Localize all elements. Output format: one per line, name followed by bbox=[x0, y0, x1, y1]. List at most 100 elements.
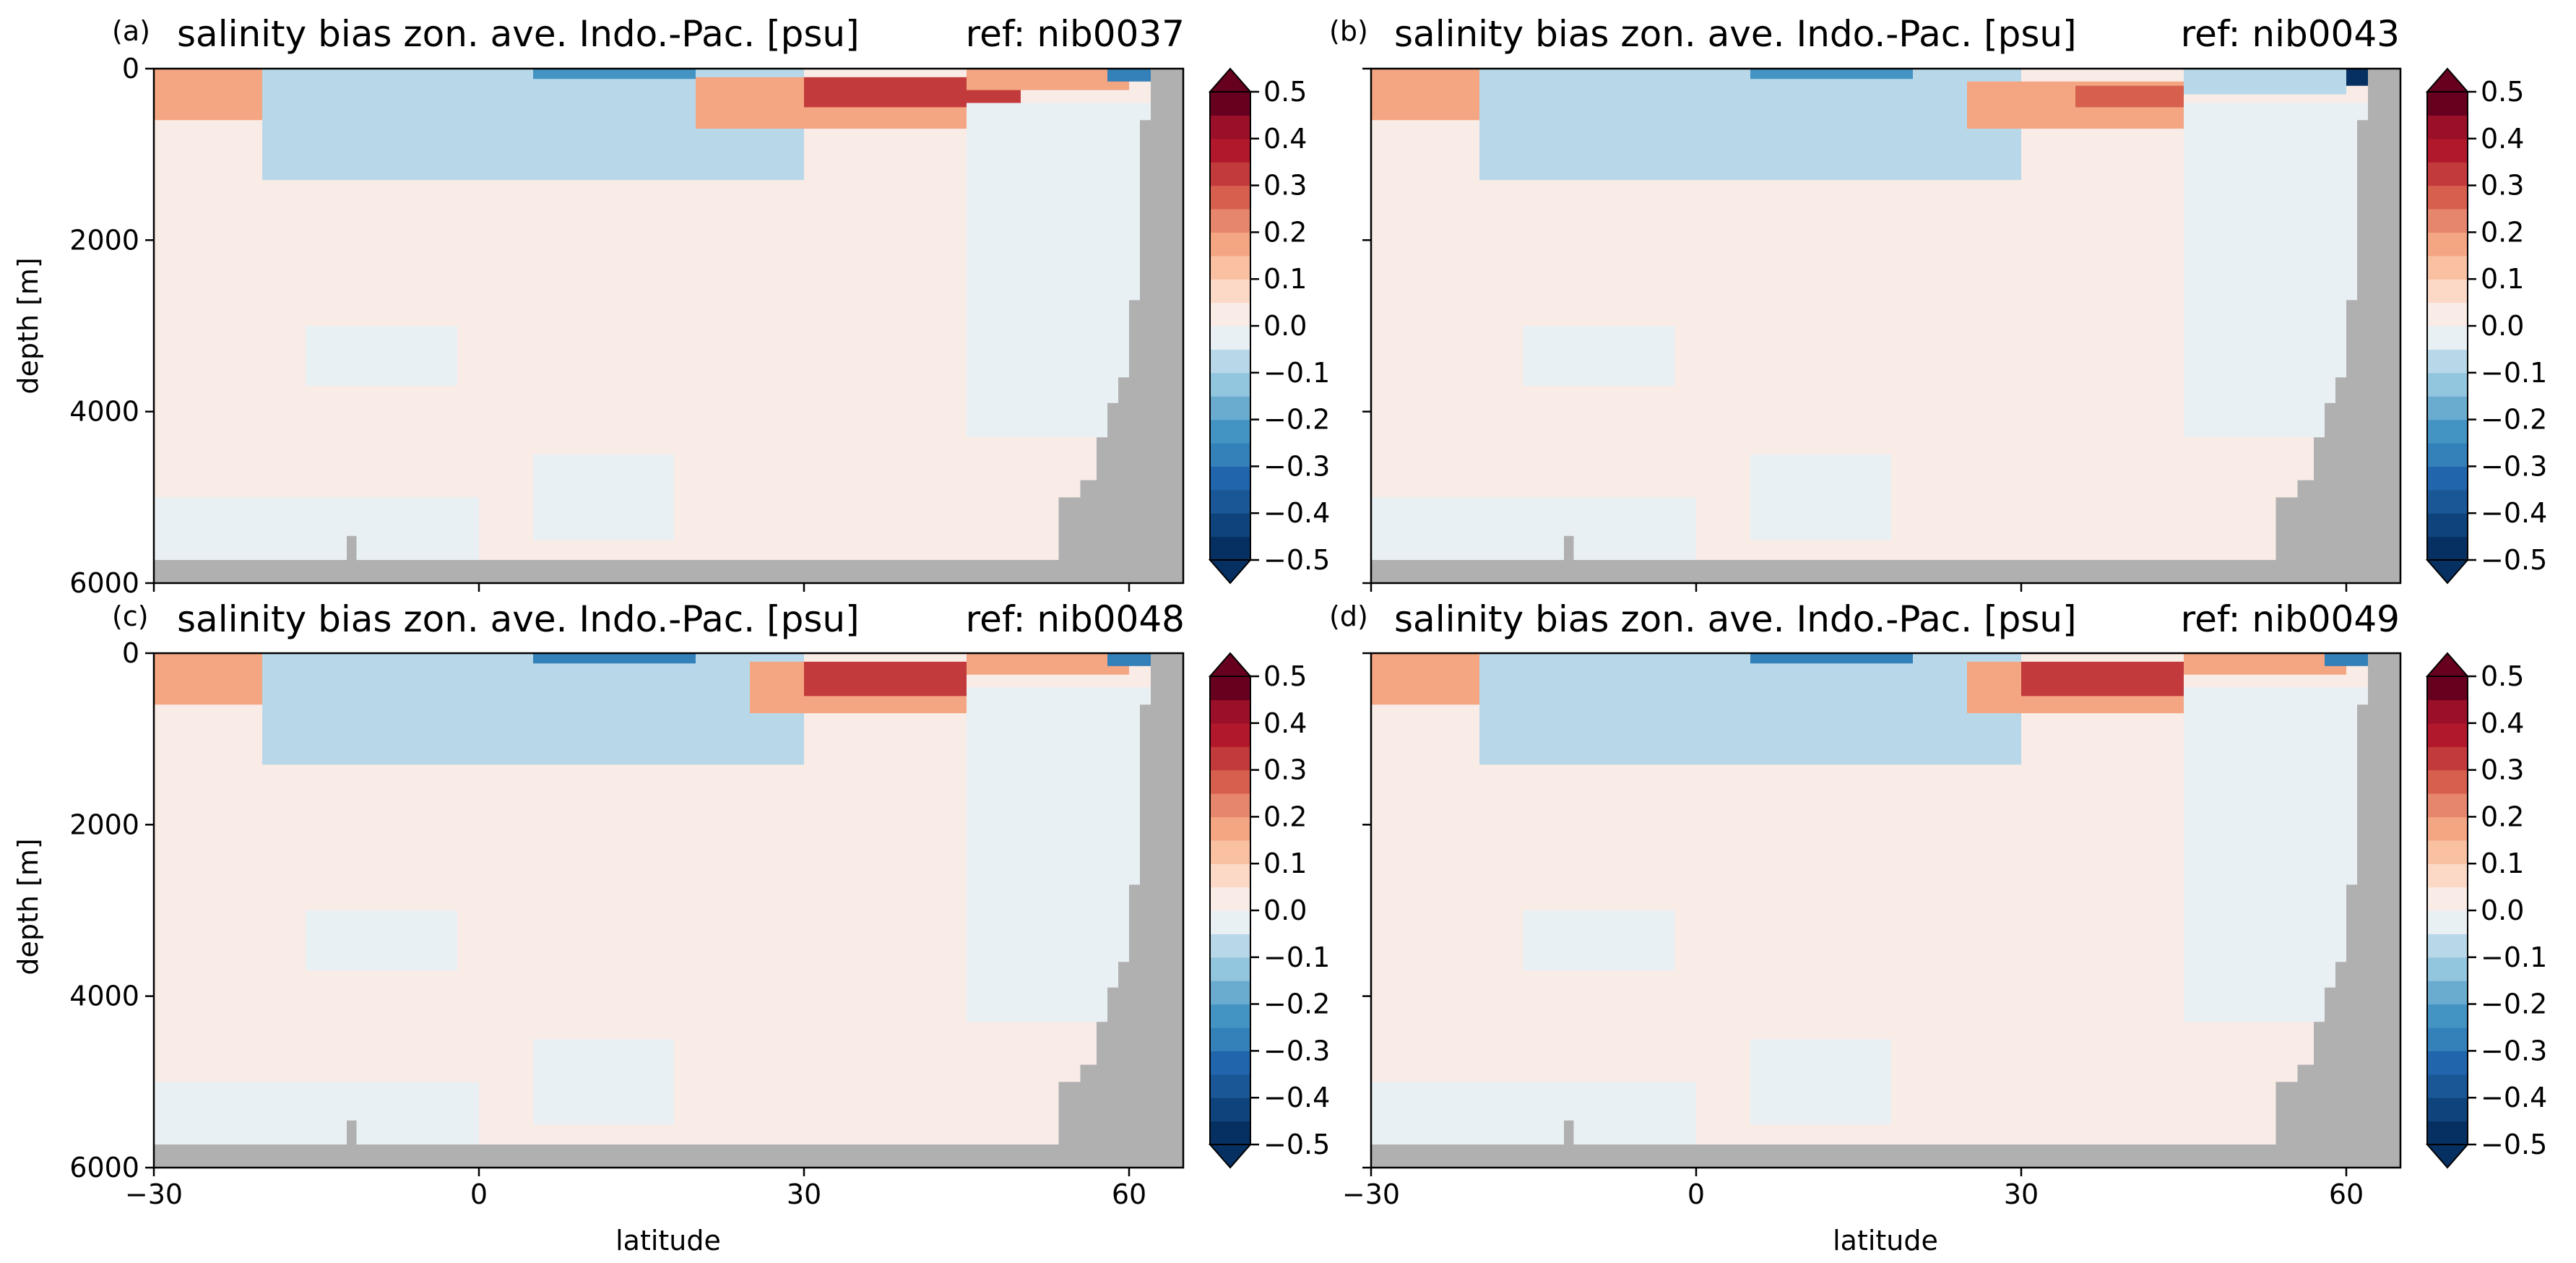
colorbar-tick-label: −0.2 bbox=[2481, 988, 2547, 1020]
colorbar-tick-label: −0.3 bbox=[2481, 1035, 2547, 1066]
colorbar-extend-min bbox=[2425, 1144, 2470, 1169]
colorbar-segment bbox=[1210, 910, 1250, 934]
bias-patch bbox=[533, 653, 696, 664]
colorbar-segment bbox=[1210, 746, 1250, 771]
colorbar-segment bbox=[1210, 934, 1250, 958]
colorbar-segment bbox=[2427, 209, 2468, 233]
colorbar-extend-max bbox=[1208, 652, 1253, 677]
colorbar-extend-min bbox=[1208, 559, 1253, 585]
colorbar-tick-label: −0.4 bbox=[1263, 1082, 1330, 1113]
x-tick-label: −30 bbox=[1342, 1178, 1400, 1210]
x-tick-label: 30 bbox=[2004, 1178, 2039, 1210]
colorbar-segment bbox=[2427, 162, 2468, 186]
colorbar-segment bbox=[1210, 162, 1250, 186]
bias-patch bbox=[533, 69, 696, 79]
colorbar-tick-label: 0.5 bbox=[1263, 660, 1307, 692]
bias-patch bbox=[533, 1039, 674, 1125]
x-tick-label: 60 bbox=[2329, 1178, 2364, 1210]
bias-patch bbox=[1107, 653, 1151, 666]
colorbar-segment bbox=[2427, 887, 2468, 911]
bias-patch bbox=[262, 653, 804, 765]
colorbar-segment bbox=[2427, 92, 2468, 116]
bias-patch bbox=[1371, 1082, 1696, 1147]
colorbar-segment bbox=[2427, 513, 2468, 538]
seamount bbox=[347, 535, 357, 562]
bias-patch bbox=[2184, 653, 2346, 675]
colorbar-tick-label: 0.4 bbox=[1263, 123, 1307, 155]
y-tick-label: 2000 bbox=[69, 809, 139, 840]
xlabel-c: latitude bbox=[615, 1225, 721, 1256]
field-a bbox=[154, 69, 1183, 583]
plot-frame bbox=[152, 652, 1185, 1169]
bias-patch bbox=[154, 497, 479, 562]
colorbar-segment bbox=[1210, 396, 1250, 421]
seamount bbox=[347, 1120, 357, 1147]
colorbar-tick-label: −0.3 bbox=[1263, 1035, 1330, 1066]
colorbar-tick-label: −0.5 bbox=[1263, 544, 1330, 576]
y-tick-label: 0 bbox=[122, 637, 139, 669]
panel-label-b: (b) bbox=[1329, 15, 1368, 47]
bias-patch bbox=[2021, 661, 2184, 697]
title-a: salinity bias zon. ave. Indo.-Pac. [psu] bbox=[177, 13, 860, 55]
bias-patch bbox=[1750, 454, 1891, 540]
colorbar-segment bbox=[1210, 185, 1250, 210]
field-d bbox=[1371, 653, 2400, 1168]
colorbar-segment bbox=[2427, 115, 2468, 139]
y-tick-label: 6000 bbox=[69, 567, 139, 599]
colorbar-segment bbox=[2427, 326, 2468, 350]
colorbar-tick-label: −0.2 bbox=[2481, 404, 2547, 436]
bias-patch bbox=[2325, 653, 2368, 666]
colorbar-segment bbox=[1210, 1004, 1250, 1028]
colorbar-segment bbox=[2427, 489, 2468, 514]
colorbar-extend-min bbox=[2425, 559, 2470, 585]
colorbar-segment bbox=[2427, 1098, 2468, 1122]
land-mask bbox=[154, 653, 1183, 1168]
ref-label-b: ref: nib0043 bbox=[2181, 13, 2400, 55]
colorbar-tick-label: 0.5 bbox=[2481, 660, 2524, 692]
colorbar-segment bbox=[1210, 255, 1250, 280]
colorbar-segment bbox=[1210, 1051, 1250, 1075]
colorbar-segment bbox=[2427, 138, 2468, 163]
colorbar-segment bbox=[2427, 816, 2468, 841]
colorbar-tick-label: 0.5 bbox=[2481, 76, 2524, 108]
colorbar-segment bbox=[1210, 699, 1250, 724]
panel-label-a: (a) bbox=[112, 15, 150, 47]
colorbar-segment bbox=[1210, 466, 1250, 491]
bias-patch bbox=[2346, 69, 2368, 86]
colorbar-segment bbox=[1210, 349, 1250, 374]
colorbar-segment bbox=[2427, 770, 2468, 794]
colorbar-segment bbox=[2427, 746, 2468, 771]
plot-area-c: −30 0 30 60 0 2000 4000 6000 bbox=[69, 637, 1185, 1210]
panel-label-d: (d) bbox=[1329, 600, 1368, 632]
x-tick-label: 0 bbox=[1687, 1178, 1705, 1210]
colorbar-tick-label: 0.5 bbox=[1263, 76, 1307, 108]
plot-area-a: 0 2000 4000 6000 bbox=[69, 53, 1185, 599]
bias-patch bbox=[1523, 326, 1674, 387]
colorbar-segment bbox=[1210, 232, 1250, 257]
x-tick-label: 30 bbox=[787, 1178, 821, 1210]
bias-patch bbox=[154, 69, 262, 121]
colorbar-tick-label: −0.1 bbox=[1263, 941, 1330, 973]
colorbar-tick-label: −0.5 bbox=[2481, 544, 2547, 576]
colorbar-segment bbox=[2427, 1051, 2468, 1075]
y-tick-label: 0 bbox=[122, 53, 139, 85]
colorbar-tick-label: −0.4 bbox=[1263, 497, 1330, 529]
colorbar-tick-label: 0.1 bbox=[2481, 263, 2524, 295]
bias-patch bbox=[1750, 69, 1913, 79]
colorbar-segment bbox=[1210, 887, 1250, 911]
colorbar-tick-label: 0.1 bbox=[2481, 848, 2524, 879]
bias-patch bbox=[1107, 69, 1151, 82]
colorbar-segment bbox=[2427, 349, 2468, 374]
colorbar-segment bbox=[2427, 372, 2468, 397]
colorbar-tick-label: 0.1 bbox=[1263, 848, 1307, 879]
colorbar-tick-label: −0.2 bbox=[1263, 988, 1330, 1020]
colorbar-segment bbox=[1210, 536, 1250, 561]
colorbar-tick-label: 0.4 bbox=[2481, 123, 2524, 155]
colorbar-segment bbox=[1210, 1074, 1250, 1098]
colorbar-tick-label: −0.2 bbox=[1263, 404, 1330, 436]
bias-patch bbox=[1479, 653, 2021, 765]
colorbar-segment bbox=[1210, 676, 1250, 700]
bias-patch bbox=[154, 1082, 479, 1147]
colorbar-segment bbox=[2427, 232, 2468, 257]
x-tick-label: 60 bbox=[1112, 1178, 1146, 1210]
